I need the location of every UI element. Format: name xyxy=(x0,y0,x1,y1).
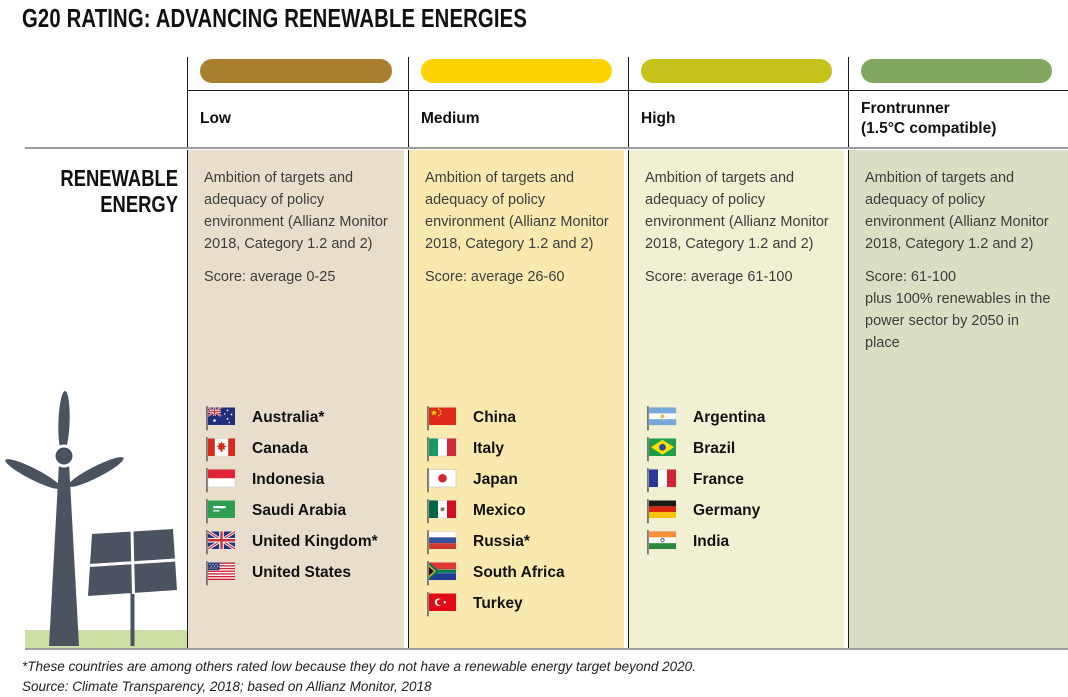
rating-label-high: High xyxy=(629,90,848,147)
flag-mexico-icon xyxy=(427,499,457,524)
criterion-text: Ambition of targets and adequacy of poli… xyxy=(425,170,609,252)
criterion-text: Ambition of targets and adequacy of poli… xyxy=(645,170,829,252)
country-row: United States xyxy=(204,560,398,586)
flag-south-africa-icon xyxy=(427,561,457,586)
country-name: Brazil xyxy=(693,440,736,457)
column-medium: Ambition of targets and adequacy of poli… xyxy=(408,150,628,648)
wind-turbine-solar-panel-icon xyxy=(5,391,177,646)
rating-label-medium: Medium xyxy=(409,90,628,147)
divider-top xyxy=(25,146,1068,149)
country-name: China xyxy=(473,409,517,426)
rating-label-low: Low xyxy=(188,90,408,147)
score-text: Score: average 0-25 xyxy=(204,269,336,285)
country-name: Australia* xyxy=(252,409,325,426)
score-text: Score: average 61-100 xyxy=(645,269,793,285)
rating-table-body: Ambition of targets and adequacy of poli… xyxy=(187,150,1068,648)
country-row: Canada xyxy=(204,436,398,462)
country-name: Canada xyxy=(252,440,308,457)
country-row: Australia* xyxy=(204,405,398,431)
score-text: Score: average 26-60 xyxy=(425,269,565,285)
country-row: France xyxy=(645,467,838,493)
flag-indonesia-icon xyxy=(206,468,236,493)
country-name: India xyxy=(693,533,730,550)
footnote: *These countries are among others rated … xyxy=(22,657,696,696)
column-frontrunner: Ambition of targets and adequacy of poli… xyxy=(848,150,1068,648)
country-name: Indonesia xyxy=(252,471,325,488)
country-list-low: Australia* Canada xyxy=(204,405,398,591)
column-low: Ambition of targets and adequacy of poli… xyxy=(187,150,408,648)
country-name: France xyxy=(693,471,744,488)
flag-india-icon xyxy=(647,530,677,555)
flag-brazil-icon xyxy=(647,437,676,462)
country-name: United States xyxy=(252,564,352,581)
cell-high: Ambition of targets and adequacy of poli… xyxy=(629,150,844,648)
country-row: China xyxy=(425,405,618,431)
criterion-text: Ambition of targets and adequacy of poli… xyxy=(865,170,1049,252)
rating-bar-area xyxy=(409,57,628,90)
cell-low: Ambition of targets and adequacy of poli… xyxy=(188,150,404,648)
country-row: Mexico xyxy=(425,498,618,524)
flag-italy-icon xyxy=(427,437,457,462)
country-row: Italy xyxy=(425,436,618,462)
source-line: Source: Climate Transparency, 2018; base… xyxy=(22,678,432,694)
country-name: South Africa xyxy=(473,564,565,581)
rating-header-row: Low Medium High Frontrunner (1.5°C compa… xyxy=(187,57,1068,147)
header-col-frontrunner: Frontrunner (1.5°C compatible) xyxy=(848,57,1068,147)
country-row: Saudi Arabia xyxy=(204,498,398,524)
rating-bar-area xyxy=(188,57,408,90)
country-row: Turkey xyxy=(425,591,618,617)
country-name: Germany xyxy=(693,502,761,519)
country-row: United Kingdom* xyxy=(204,529,398,555)
footnote-asterisk-line: *These countries are among others rated … xyxy=(22,659,696,674)
rating-bar-low xyxy=(200,59,392,83)
column-high: Ambition of targets and adequacy of poli… xyxy=(628,150,848,648)
flag-germany-icon xyxy=(647,499,676,524)
flag-united-states-icon xyxy=(206,561,236,586)
flag-united-kingdom-icon xyxy=(206,530,236,555)
country-name: Argentina xyxy=(693,409,766,426)
flag-china-icon xyxy=(427,406,456,431)
country-row: Argentina xyxy=(645,405,838,431)
country-name: Russia* xyxy=(473,533,530,550)
country-row: Brazil xyxy=(645,436,838,462)
country-name: Italy xyxy=(473,440,505,457)
rating-bar-frontrunner xyxy=(861,59,1052,83)
header-col-medium: Medium xyxy=(408,57,628,147)
criterion-text: Ambition of targets and adequacy of poli… xyxy=(204,170,388,252)
rating-bar-medium xyxy=(421,59,612,83)
country-name: Mexico xyxy=(473,502,526,519)
flag-turkey-icon xyxy=(427,592,456,617)
country-row: India xyxy=(645,529,838,555)
flag-russia-icon xyxy=(427,530,457,555)
country-name: United Kingdom* xyxy=(252,533,378,550)
country-list-medium: China Italy xyxy=(425,405,618,622)
flag-argentina-icon xyxy=(647,406,677,431)
page-title: G20 RATING: ADVANCING RENEWABLE ENERGIES xyxy=(22,3,528,33)
flag-france-icon xyxy=(647,468,677,493)
country-name: Turkey xyxy=(473,595,523,612)
rating-bar-high xyxy=(641,59,832,83)
country-name: Saudi Arabia xyxy=(252,502,347,519)
flag-saudi-arabia-icon xyxy=(206,499,235,524)
row-label-renewable-energy: RENEWABLE ENERGY xyxy=(60,165,178,217)
rating-bar-area xyxy=(849,57,1068,90)
flag-japan-icon xyxy=(427,468,457,493)
header-col-low: Low xyxy=(187,57,408,147)
country-row: South Africa xyxy=(425,560,618,586)
flag-canada-icon xyxy=(206,437,236,462)
rating-bar-area xyxy=(629,57,848,90)
country-row: Indonesia xyxy=(204,467,398,493)
cell-medium: Ambition of targets and adequacy of poli… xyxy=(409,150,624,648)
country-row: Japan xyxy=(425,467,618,493)
country-list-high: Argentina Brazil xyxy=(645,405,838,560)
header-col-high: High xyxy=(628,57,848,147)
flag-australia-icon xyxy=(206,406,235,431)
country-row: Russia* xyxy=(425,529,618,555)
country-name: Japan xyxy=(473,471,518,488)
score-text: Score: 61-100 plus 100% renewables in th… xyxy=(865,269,1051,351)
country-row: Germany xyxy=(645,498,838,524)
rating-label-frontrunner: Frontrunner (1.5°C compatible) xyxy=(849,90,1068,147)
divider-bottom xyxy=(25,648,1068,650)
cell-frontrunner: Ambition of targets and adequacy of poli… xyxy=(849,150,1068,648)
